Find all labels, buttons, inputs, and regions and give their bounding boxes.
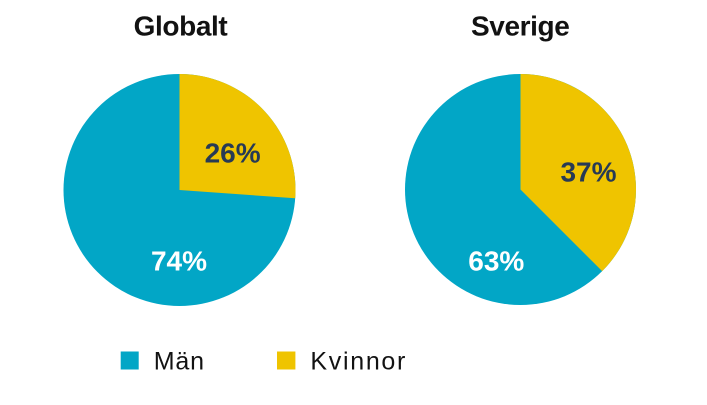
svg-text:Män: Män [154,348,205,376]
svg-text:26%: 26% [205,138,261,169]
svg-text:63%: 63% [468,246,524,277]
svg-text:74%: 74% [151,246,207,277]
svg-text:Kvinnor: Kvinnor [310,348,407,376]
svg-text:Globalt: Globalt [134,10,228,41]
svg-text:Sverige: Sverige [471,10,569,41]
svg-text:37%: 37% [560,157,616,188]
